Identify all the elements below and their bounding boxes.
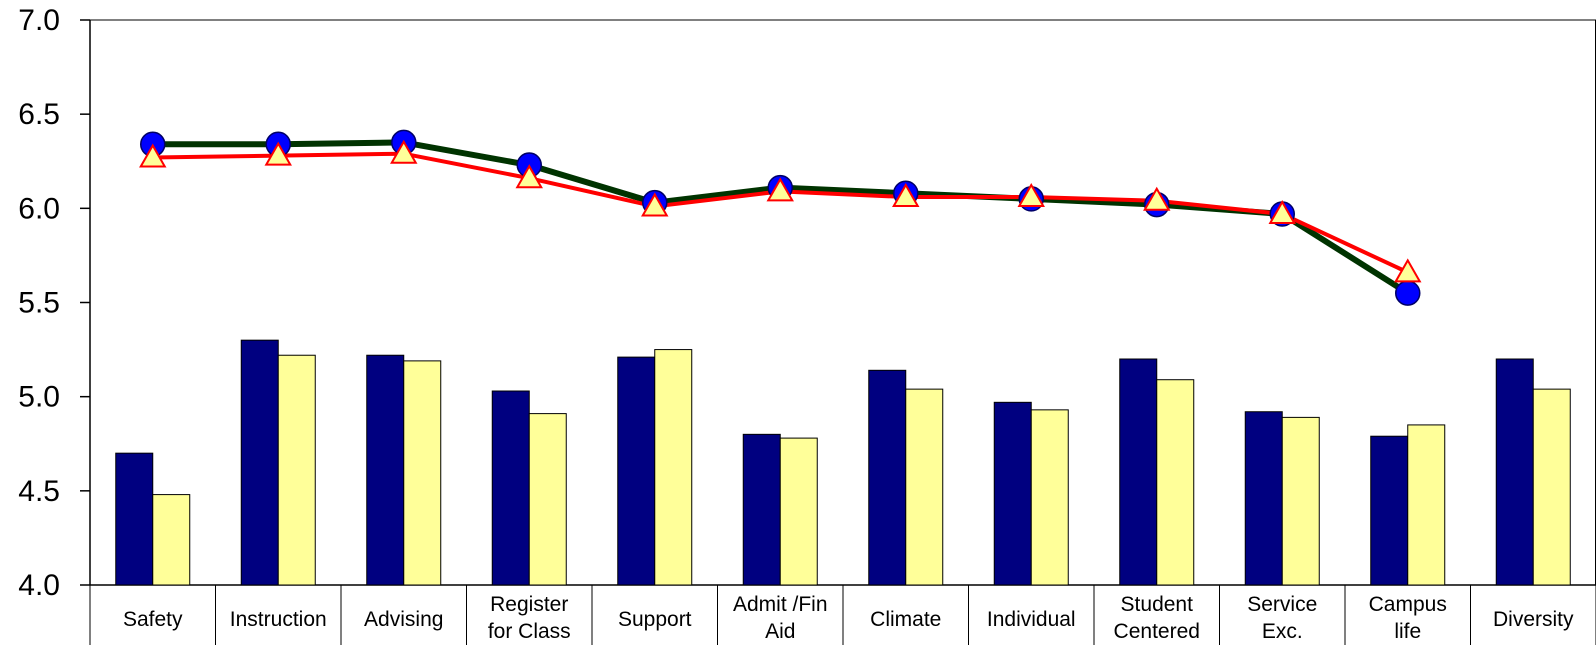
category-label: Service [1247,593,1317,616]
bar [1030,409,1069,586]
category-label: Exc. [1262,620,1303,643]
bar [528,413,567,586]
bar [1532,388,1571,586]
bar [868,369,907,586]
triangle-marker [1394,258,1422,283]
triangle-marker [766,177,794,202]
series-line [152,151,1409,275]
triangle-marker [390,139,418,164]
bar [1370,435,1409,586]
bar [617,356,656,586]
y-tick-label: 7.0 [18,4,60,37]
circle-marker [1395,280,1421,306]
bar [491,390,530,586]
bar [779,437,818,586]
bar [1281,416,1320,586]
label-group: 4.0 4.5 5.0 5.5 6.0 6.5 7.0 Safety Instruction Ad… [18,4,1574,643]
bar [1495,358,1534,586]
bar [403,360,442,586]
category-label: Individual [987,608,1076,631]
category-label: Instruction [230,608,327,631]
triangle-marker [515,164,543,189]
bar [277,354,316,586]
bar [240,339,279,586]
category-label: Admit /Fin [733,593,828,616]
bar [905,388,944,586]
triangle-marker [641,192,669,217]
category-label: Student [1121,593,1194,616]
bar [1119,358,1158,586]
category-label: Aid [765,620,795,643]
category-label: life [1394,620,1421,643]
bar [742,433,781,586]
category-label: Register [490,593,568,616]
y-tick-label: 6.0 [18,192,60,225]
category-label: Campus [1369,593,1447,616]
category-label: Centered [1114,620,1200,643]
category-label: Support [618,608,692,631]
triangle-marker [1143,186,1171,211]
y-tick-label: 4.0 [18,569,60,602]
bar [115,452,154,586]
bar [1407,424,1446,586]
bar [654,349,693,586]
category-label: Diversity [1493,608,1574,631]
bar [1244,411,1283,586]
bar [366,354,405,586]
bar-group [115,339,1571,586]
triangle-marker [264,141,292,166]
bar [1156,379,1195,586]
y-tick-label: 6.5 [18,98,60,131]
triangle-marker [1268,199,1296,224]
bar [152,494,191,586]
line-group [139,129,1422,306]
y-tick-label: 5.5 [18,287,60,320]
triangle-marker [1017,183,1045,208]
bar [993,401,1032,586]
y-tick-label: 5.0 [18,381,60,414]
category-label: for Class [488,620,571,643]
triangle-marker [892,183,920,208]
category-label: Climate [870,608,941,631]
category-label: Safety [123,608,183,631]
category-label: Advising [364,608,443,631]
triangle-marker [139,143,167,168]
y-tick-label: 4.5 [18,475,60,508]
series-line [152,139,1410,296]
